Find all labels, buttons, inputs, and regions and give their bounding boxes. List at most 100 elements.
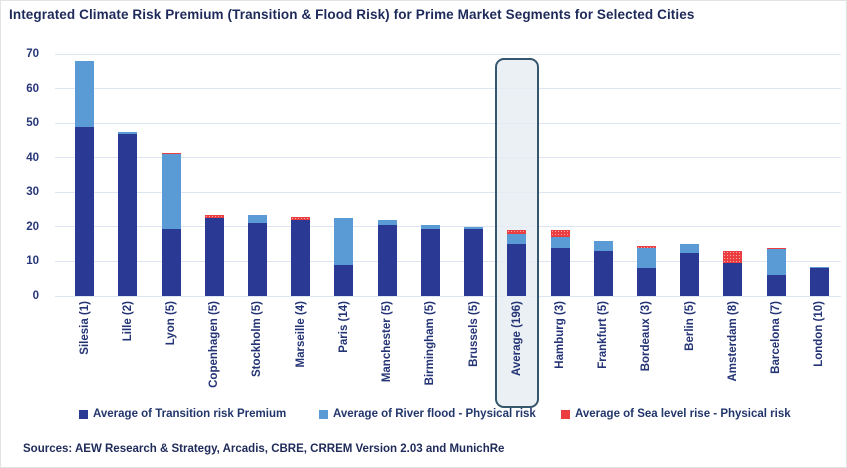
bar-amsterdam-8 <box>723 251 743 296</box>
y-tick-label: 10 <box>26 255 39 268</box>
x-label-slot: Lille (2) <box>106 301 149 403</box>
bar-segment <box>593 240 613 252</box>
y-tick-label: 50 <box>26 117 39 130</box>
bar-slot <box>798 54 841 296</box>
bar-segment <box>291 219 311 296</box>
gridline <box>55 191 841 193</box>
bar-silesia-1 <box>75 60 95 296</box>
x-axis-label: London (10) <box>813 301 826 367</box>
bar-slot <box>149 54 192 296</box>
bar-hamburg-3 <box>550 230 570 296</box>
gridline <box>55 295 841 297</box>
x-label-slot: Berlin (5) <box>668 301 711 403</box>
bar-lyon-5 <box>161 152 181 296</box>
x-axis-labels: Silesia (1) Lille (2) Lyon (5) Copenhagen (… <box>63 301 841 403</box>
bar-average-196 <box>507 230 527 296</box>
bar-marseille-4 <box>291 216 311 296</box>
legend-item: Average of Transition risk Premium <box>79 408 286 420</box>
legend-item: Average of River flood - Physical risk <box>319 408 536 420</box>
y-tick-label: 20 <box>26 220 39 233</box>
legend-item: Average of Sea level rise - Physical ris… <box>561 408 791 420</box>
bar-segment <box>464 226 484 229</box>
x-axis-label: Amsterdam (8) <box>726 301 739 382</box>
bar-segment <box>550 247 570 296</box>
bar-segment <box>680 244 700 253</box>
x-axis-label: Birmingham (5) <box>424 301 437 386</box>
x-axis-label: Average (196) <box>510 301 523 377</box>
legend-label: Average of Sea level rise - Physical ris… <box>575 408 791 420</box>
bar-segment <box>377 219 397 226</box>
x-label-slot: Bordeaux (3) <box>625 301 668 403</box>
x-label-slot: London (10) <box>798 301 841 403</box>
x-label-slot: Stockholm (5) <box>236 301 279 403</box>
x-label-slot: Hamburg (3) <box>538 301 581 403</box>
bar-slot <box>106 54 149 296</box>
bar-segment <box>507 233 527 245</box>
bar-segment <box>766 249 786 276</box>
bar-paris-14 <box>334 218 354 296</box>
bar-slot <box>582 54 625 296</box>
bar-slot <box>452 54 495 296</box>
bar-segment <box>247 214 267 224</box>
x-axis-label: Berlin (5) <box>683 301 696 351</box>
gridline <box>55 226 841 228</box>
y-tick-label: 0 <box>32 290 39 302</box>
bar-lille-2 <box>118 131 138 296</box>
gridline <box>55 122 841 124</box>
bar-segment <box>161 154 181 229</box>
bar-segment <box>75 60 95 127</box>
bar-slot <box>625 54 668 296</box>
gridline <box>55 157 841 159</box>
bar-segment <box>550 237 570 248</box>
x-axis-label: Paris (14) <box>337 301 350 353</box>
bar-segment <box>291 216 311 220</box>
x-axis-label: Frankfurt (5) <box>597 301 610 369</box>
x-axis-label: Stockholm (5) <box>251 301 264 378</box>
bar-slot <box>63 54 106 296</box>
x-label-slot: Birmingham (5) <box>409 301 452 403</box>
bar-london-10 <box>809 266 829 296</box>
x-label-slot: Lyon (5) <box>149 301 192 403</box>
chart-title: Integrated Climate Risk Premium (Transit… <box>9 7 695 22</box>
x-axis-label: Bordeaux (3) <box>640 301 653 372</box>
plot-area <box>55 53 841 408</box>
bar-segment <box>809 268 829 296</box>
x-label-slot: Paris (14) <box>322 301 365 403</box>
bar-segment <box>377 225 397 296</box>
bar-bordeaux-3 <box>636 245 656 296</box>
bar-segment <box>680 252 700 296</box>
bar-segment <box>507 244 527 296</box>
bar-segment <box>118 133 138 296</box>
sources-note: Sources: AEW Research & Strategy, Arcadi… <box>23 443 505 455</box>
legend-label: Average of River flood - Physical risk <box>333 408 536 420</box>
x-axis-label: Lille (2) <box>121 301 134 342</box>
bar-segment <box>636 247 656 269</box>
x-label-slot: Silesia (1) <box>63 301 106 403</box>
x-axis-label: Barcelona (7) <box>770 301 783 374</box>
x-axis-label: Brussels (5) <box>467 301 480 367</box>
bar-slot <box>755 54 798 296</box>
x-axis-label: Silesia (1) <box>78 301 91 355</box>
bar-segment <box>723 251 743 264</box>
bar-segment <box>161 152 181 155</box>
bar-segment <box>334 218 354 265</box>
bar-berlin-5 <box>680 244 700 296</box>
bar-slot <box>495 54 538 296</box>
x-label-slot: Barcelona (7) <box>755 301 798 403</box>
bar-slot <box>193 54 236 296</box>
bar-segment <box>75 126 95 296</box>
bar-slot <box>538 54 581 296</box>
bar-segment <box>507 230 527 234</box>
bar-slot <box>322 54 365 296</box>
bar-brussels-5 <box>464 226 484 296</box>
bar-slot <box>668 54 711 296</box>
gridline <box>55 88 841 90</box>
bar-slot <box>409 54 452 296</box>
bar-segment <box>420 225 440 229</box>
bar-segment <box>636 245 656 248</box>
y-axis: 0 10 20 30 40 50 60 70 <box>1 48 53 302</box>
x-axis-label: Copenhagen (5) <box>208 301 221 388</box>
y-tick-label: 70 <box>26 48 39 60</box>
y-tick-label: 30 <box>26 186 39 199</box>
